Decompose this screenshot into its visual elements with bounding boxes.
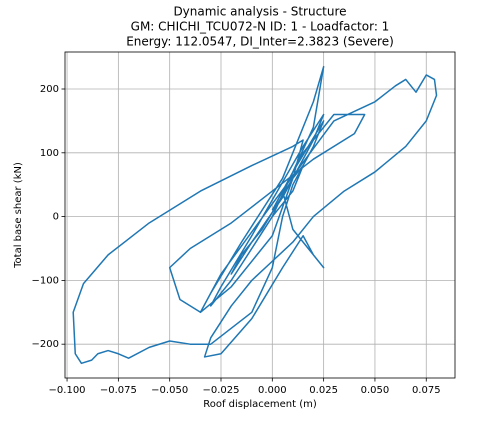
y-axis-label: Total base shear (kN) xyxy=(13,162,24,269)
x-tick-label: 0.025 xyxy=(309,385,338,396)
x-tick-label: −0.050 xyxy=(151,385,188,396)
y-tick-label: 0 xyxy=(53,212,59,223)
title-line: Dynamic analysis - Structure xyxy=(173,5,346,19)
data-line xyxy=(72,65,438,365)
y-tick-label: −200 xyxy=(32,339,59,350)
x-tick-label: −0.100 xyxy=(49,385,86,396)
title-line: Energy: 112.0547, DI_Inter=2.3823 (Sever… xyxy=(126,35,394,49)
x-axis-label: Roof displacement (m) xyxy=(203,399,317,410)
x-tick-label: −0.075 xyxy=(100,385,137,396)
y-tick-label: −100 xyxy=(32,275,59,286)
y-tick-label: 200 xyxy=(40,84,59,95)
axes-frame xyxy=(64,51,456,379)
x-tick-label: 0.000 xyxy=(258,385,287,396)
y-tick-label: 100 xyxy=(40,148,59,159)
title-line: GM: CHICHI_TCU072-N ID: 1 - Loadfactor: … xyxy=(131,20,390,34)
x-tick-label: −0.025 xyxy=(202,385,239,396)
x-tick-label: 0.075 xyxy=(412,385,441,396)
x-tick-label: 0.050 xyxy=(361,385,390,396)
